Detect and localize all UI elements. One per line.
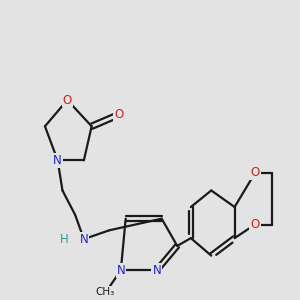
Text: N: N <box>53 154 62 167</box>
Text: N: N <box>152 264 161 277</box>
Text: H: H <box>60 232 69 246</box>
Text: N: N <box>116 264 125 277</box>
Text: O: O <box>114 108 124 121</box>
Text: CH₃: CH₃ <box>95 286 114 297</box>
Text: O: O <box>250 218 260 231</box>
Text: N: N <box>80 232 88 246</box>
Text: O: O <box>63 94 72 106</box>
Text: O: O <box>250 167 260 179</box>
